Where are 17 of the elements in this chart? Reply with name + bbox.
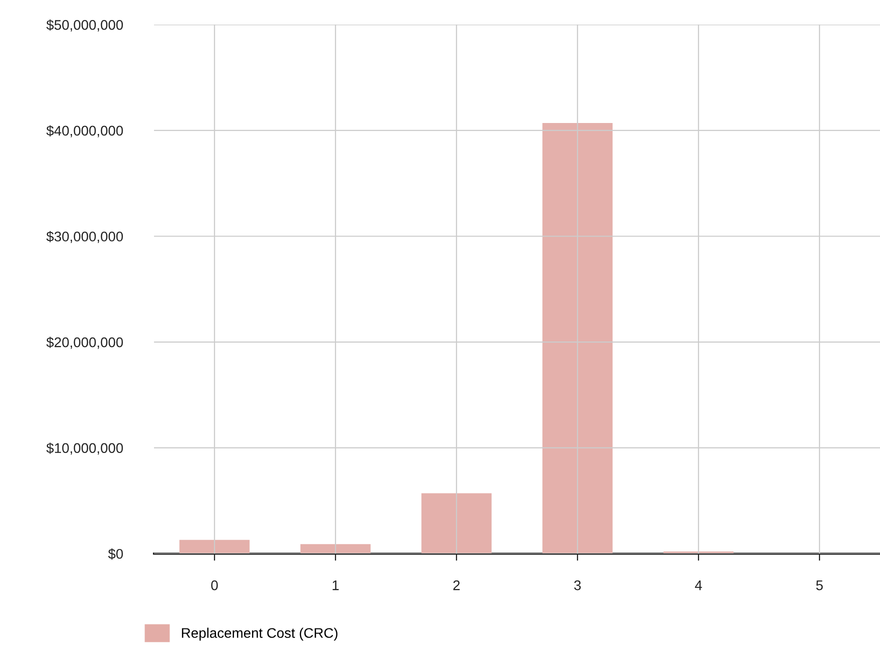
y-tick-label: $20,000,000 [46, 336, 123, 349]
y-tick-label: $40,000,000 [46, 125, 123, 138]
x-tick-label: 4 [694, 580, 702, 590]
x-tick-label: 0 [211, 580, 218, 590]
y-tick-label: $50,000,000 [46, 19, 123, 32]
x-tick-label: 1 [332, 580, 339, 590]
x-tick-label: 2 [453, 580, 460, 590]
bar [179, 540, 250, 554]
bar [300, 544, 371, 554]
bar [542, 123, 613, 554]
bar [421, 493, 492, 554]
legend-label: Replacement Cost (CRC) [182, 628, 338, 641]
x-tick-label: 5 [816, 580, 823, 590]
x-tick-label: 3 [574, 580, 581, 590]
y-tick-label: $30,000,000 [46, 231, 123, 244]
y-tick-label: $0 [108, 548, 123, 560]
y-tick-label: $10,000,000 [46, 442, 123, 455]
